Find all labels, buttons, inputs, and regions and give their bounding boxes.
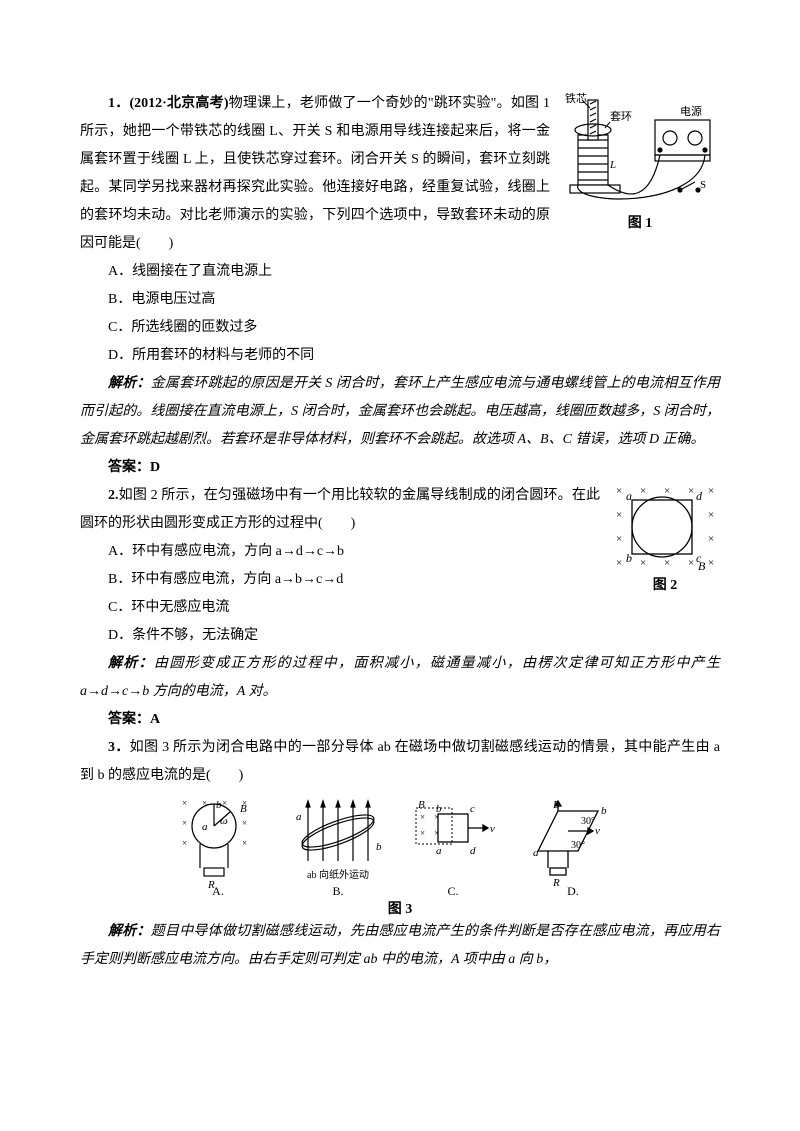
svg-text:×: × <box>616 557 622 569</box>
svg-text:×: × <box>708 557 714 569</box>
svg-text:C.: C. <box>447 884 458 896</box>
svg-text:×: × <box>616 533 622 545</box>
fig1-L-label: L <box>609 159 616 171</box>
figure-1: 铁芯 套环 电源 L S 图 1 <box>560 90 720 232</box>
q1-answer: 答案：D <box>80 454 720 482</box>
svg-text:B: B <box>698 559 706 572</box>
svg-text:b: b <box>436 803 442 815</box>
svg-text:a: a <box>436 845 442 857</box>
svg-text:×: × <box>616 485 622 497</box>
q3-body: 如图 3 所示为闭合电路中的一部分导体 ab 在磁场中做切割磁感线运动的情景，其… <box>80 740 720 783</box>
svg-text:B: B <box>553 799 560 811</box>
figure-1-label: 图 1 <box>560 212 720 232</box>
svg-text:×: × <box>182 798 187 808</box>
q3-analysis: 解析：题目中导体做切割磁感线运动，先由感应电流产生的条件判断是否存在感应电流，再… <box>80 918 720 974</box>
svg-text:a: a <box>533 847 539 859</box>
svg-text:b: b <box>626 551 632 565</box>
q3-text: 3．如图 3 所示为闭合电路中的一部分导体 ab 在磁场中做切割磁感线运动的情景… <box>80 734 720 790</box>
svg-text:×: × <box>420 812 425 822</box>
svg-text:30°: 30° <box>571 840 585 851</box>
svg-text:×: × <box>182 838 187 848</box>
svg-text:×: × <box>708 509 714 521</box>
svg-text:b: b <box>376 841 382 853</box>
figure-3-label: 图 3 <box>80 898 720 918</box>
q2-body: 如图 2 所示，在匀强磁场中有一个用比较软的金属导线制成的闭合圆环。在此圆环的形… <box>80 488 600 531</box>
q1-optC: C．所选线圈的匝数过多 <box>80 314 720 342</box>
svg-text:30°: 30° <box>581 816 595 827</box>
q3-prefix: 3． <box>108 740 130 755</box>
svg-text:×: × <box>640 557 646 569</box>
svg-text:B.: B. <box>332 884 343 896</box>
svg-text:a: a <box>296 811 302 823</box>
fig1-ring-label: 套环 <box>610 110 632 123</box>
svg-text:A.: A. <box>212 884 224 896</box>
svg-text:v: v <box>595 825 600 837</box>
svg-text:×: × <box>664 485 670 497</box>
svg-text:×: × <box>708 485 714 497</box>
svg-text:c: c <box>470 803 475 815</box>
svg-text:d: d <box>696 489 703 503</box>
figure-3: ×××× ×××× b a ω B R A. <box>80 796 720 896</box>
svg-text:D.: D. <box>567 884 579 896</box>
svg-text:d: d <box>470 845 476 857</box>
q2-optD: D．条件不够，无法确定 <box>80 622 720 650</box>
q1-optD: D．所用套环的材料与老师的不同 <box>80 342 720 370</box>
svg-text:×: × <box>420 828 425 838</box>
svg-text:×: × <box>182 818 187 828</box>
q1-optA: A．线圈接在了直流电源上 <box>80 258 720 286</box>
svg-text:v: v <box>490 823 495 835</box>
svg-text:B: B <box>418 799 425 811</box>
svg-text:×: × <box>708 533 714 545</box>
q2-prefix: 2. <box>108 488 119 503</box>
q2-answer: 答案：A <box>80 706 720 734</box>
svg-text:ab 向纸外运动: ab 向纸外运动 <box>307 868 369 881</box>
figure-2: ××××× ×× ×× ××××× a d b c B 图 2 <box>610 482 720 594</box>
svg-text:B: B <box>240 803 247 815</box>
q1-optB: B．电源电压过高 <box>80 286 720 314</box>
q1-prefix: 1．(2012·北京高考) <box>108 96 229 111</box>
svg-text:×: × <box>688 485 694 497</box>
q1-analysis: 解析：金属套环跳起的原因是开关 S 闭合时，套环上产生感应电流与通电螺线管上的电… <box>80 370 720 454</box>
fig1-core-label: 铁芯 <box>565 91 587 105</box>
svg-text:a: a <box>626 489 632 503</box>
svg-text:ω: ω <box>220 815 228 827</box>
svg-text:×: × <box>616 509 622 521</box>
q2-optC: C．环中无感应电流 <box>80 594 720 622</box>
svg-text:×: × <box>664 557 670 569</box>
svg-text:R: R <box>552 877 560 889</box>
svg-text:×: × <box>242 838 247 848</box>
svg-text:×: × <box>640 485 646 497</box>
fig1-S-label: S <box>700 179 706 191</box>
svg-text:b: b <box>601 805 607 817</box>
svg-text:×: × <box>688 557 694 569</box>
q2-analysis: 解析：由圆形变成正方形的过程中，面积减小，磁通量减小，由楞次定律可知正方形中产生… <box>80 650 720 706</box>
figure-2-label: 图 2 <box>610 574 720 594</box>
svg-text:a: a <box>202 821 208 833</box>
svg-text:×: × <box>242 818 247 828</box>
fig1-power-label: 电源 <box>680 104 702 118</box>
q1-body: 物理课上，老师做了一个奇妙的"跳环实验"。如图 1 所示，她把一个带铁芯的线圈 … <box>80 96 550 251</box>
svg-text:b: b <box>216 799 222 811</box>
